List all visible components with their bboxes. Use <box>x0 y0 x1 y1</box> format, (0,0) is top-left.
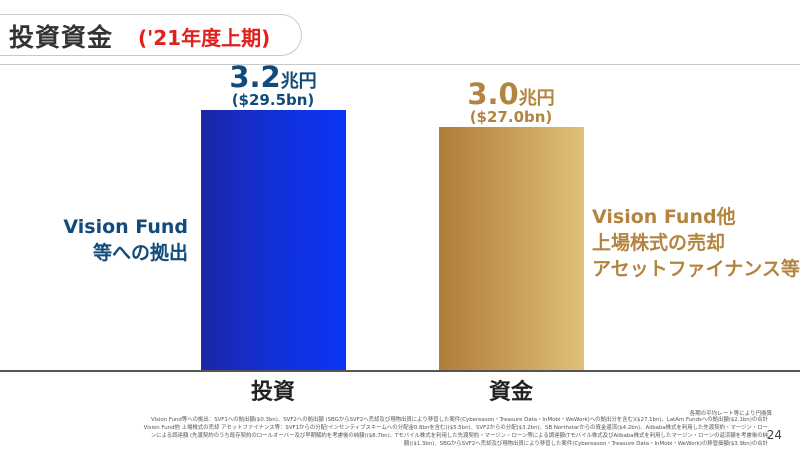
data-label-value: 3.0 <box>467 76 519 111</box>
x-axis-baseline <box>0 370 800 372</box>
page-title: 投資資金 <box>9 23 114 52</box>
footnotes: Vision Fund等への拠出：SVF1への拠出額($0.3bn)、SVF2へ… <box>20 416 768 448</box>
category-label-investment: 投資 <box>250 380 295 405</box>
annotation-investment: Vision Fund 等への拠出 <box>63 214 188 266</box>
footnote-line: Vision Fund他 上場株式の売却 アセットファイナンス等：SVF1からの… <box>143 425 768 431</box>
annotation-line: Vision Fund <box>63 216 188 238</box>
data-label-unit: 兆円 <box>280 71 317 93</box>
annotation-line: 等への拠出 <box>92 242 188 264</box>
data-label-investment: 3.2兆円 <box>193 60 353 94</box>
data-label-funding: 3.0兆円 <box>431 77 591 111</box>
data-label-value: 3.2 <box>229 60 281 95</box>
page-subtitle: ('21年度上期) <box>138 26 271 50</box>
bar-funding <box>438 126 584 370</box>
data-label-usd-investment: ($29.5bn) <box>231 91 315 110</box>
data-label-usd-funding: ($27.0bn) <box>469 107 553 126</box>
header-divider <box>0 64 800 65</box>
title-tab <box>0 14 302 56</box>
footnote-line: 額)($1.3bn)、SBGからSVF2へ売却及び現物出資により移管した案件(C… <box>403 441 768 447</box>
footnote-line: Vision Fund等への拠出：SVF1への拠出額($0.3bn)、SVF2へ… <box>150 417 768 423</box>
page-number: 24 <box>766 428 782 442</box>
currency-note: 各期の平均レート等により円換算 <box>689 411 772 417</box>
bar-investment <box>200 110 346 370</box>
category-label-funding: 資金 <box>488 380 533 405</box>
data-label-unit: 兆円 <box>518 87 555 109</box>
annotation-line: Vision Fund他 <box>592 206 736 228</box>
footnote-line: ンによる調達額 (先渡契約のうち既存契約のロールオーバー及び早期解約を考慮後の純… <box>150 433 768 439</box>
annotation-funding: Vision Fund他 上場株式の売却 アセットファイナンス等 <box>592 204 800 282</box>
annotation-line: 上場株式の売却 <box>592 232 726 254</box>
annotation-line: アセットファイナンス等 <box>592 258 800 280</box>
